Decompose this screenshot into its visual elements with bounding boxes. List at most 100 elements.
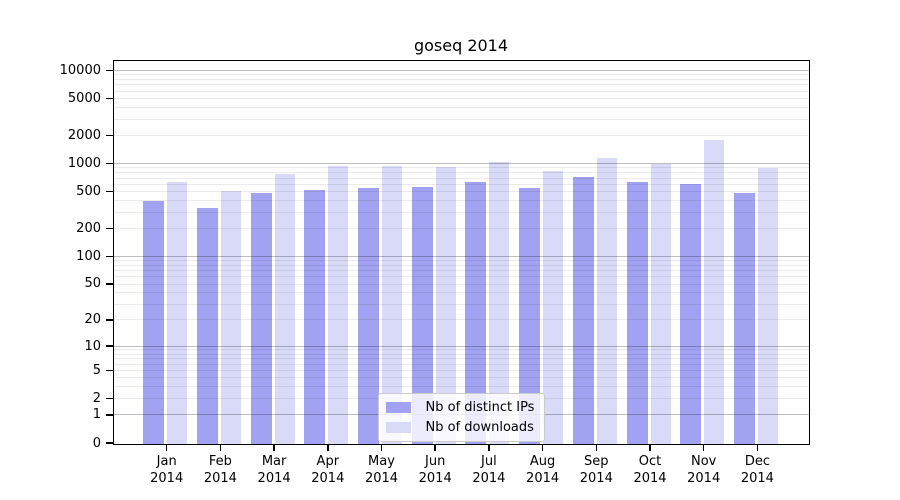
x-tick-month: Apr	[316, 454, 340, 469]
legend-label-downloads: Nb of downloads	[425, 420, 534, 435]
major-gridline	[113, 255, 809, 257]
y-tick-label: 2	[92, 391, 101, 407]
bar-downloads	[382, 165, 402, 444]
minor-gridline	[113, 276, 809, 278]
x-tick-month: Oct	[638, 454, 662, 469]
x-tick-mark	[380, 444, 383, 451]
y-tick-label: 5	[92, 363, 101, 379]
bar-distinct-ips	[304, 189, 326, 444]
bar-downloads	[167, 181, 188, 444]
y-tick-label: 1	[92, 407, 101, 423]
y-tick-mark	[105, 414, 113, 416]
bar-downloads	[596, 158, 617, 444]
x-tick-month: Jun	[425, 454, 446, 469]
bar-downloads	[328, 165, 349, 444]
x-tick-label: Oct 2014	[623, 453, 677, 487]
minor-gridline	[113, 358, 809, 360]
y-tick-mark	[105, 227, 113, 230]
y-tick-mark	[105, 283, 113, 285]
chart-title: goseq 2014	[413, 36, 509, 55]
bar-downloads	[489, 161, 510, 444]
minor-gridline	[113, 363, 809, 365]
bar-distinct-ips	[572, 176, 594, 444]
x-tick-month: Jul	[481, 454, 497, 469]
minor-gridline	[113, 172, 809, 174]
y-tick-label: 10000	[59, 63, 101, 79]
x-tick-label: Mar 2014	[247, 453, 301, 487]
legend-row-downloads: Nb of downloads	[385, 420, 535, 435]
minor-gridline	[113, 303, 809, 305]
bar-distinct-ips	[626, 181, 648, 444]
x-tick-label: Sep 2014	[569, 453, 623, 487]
x-tick-yearline: 2014	[418, 471, 452, 486]
bar-downloads	[543, 171, 564, 444]
x-tick-mark	[649, 444, 651, 451]
bar-downloads	[274, 173, 295, 444]
x-tick-mark	[595, 444, 598, 451]
legend: Nb of distinct IPs Nb of downloads	[377, 393, 546, 442]
bar-distinct-ips	[143, 201, 165, 444]
legend-row-distinct-ips: Nb of distinct IPs	[385, 400, 534, 415]
x-tick-yearline: 2014	[579, 471, 613, 486]
minor-gridline	[113, 98, 809, 100]
bar-downloads	[757, 167, 778, 444]
minor-gridline	[113, 386, 809, 388]
minor-gridline	[113, 264, 809, 266]
minor-gridline	[113, 118, 809, 120]
bar-distinct-ips	[465, 181, 487, 444]
x-tick-yearline: 2014	[257, 471, 291, 486]
minor-gridline	[113, 79, 809, 81]
x-tick-yearline: 2014	[364, 471, 399, 486]
x-tick-label: Jul 2014	[462, 453, 516, 487]
x-tick-label: Nov 2014	[677, 453, 731, 487]
x-tick-mark	[488, 444, 490, 451]
minor-gridline	[113, 349, 809, 351]
y-tick-mark	[105, 190, 113, 193]
minor-gridline	[113, 135, 809, 137]
minor-gridline	[113, 211, 809, 213]
y-tick-label: 100	[76, 248, 101, 264]
y-tick-label: 10	[84, 338, 101, 354]
x-tick-yearline: 2014	[472, 471, 506, 486]
minor-gridline	[113, 377, 809, 379]
x-tick-month: Dec	[744, 454, 770, 469]
x-tick-label: Aug 2014	[516, 453, 570, 487]
bar-distinct-ips	[196, 208, 218, 444]
bar-distinct-ips	[250, 192, 272, 444]
major-gridline	[113, 345, 809, 347]
x-tick-month: May	[368, 454, 395, 469]
y-tick-label: 20	[84, 312, 101, 328]
major-gridline	[113, 70, 809, 72]
y-tick-mark	[105, 255, 113, 258]
bar-distinct-ips	[411, 186, 433, 444]
x-tick-month: Mar	[261, 454, 287, 469]
minor-gridline	[113, 177, 809, 179]
minor-gridline	[113, 191, 809, 193]
bar-downloads	[435, 167, 456, 444]
x-tick-mark	[702, 444, 705, 451]
y-tick-label: 50	[84, 276, 101, 292]
bar-distinct-ips	[680, 184, 702, 444]
x-tick-month: Nov	[691, 454, 717, 469]
x-tick-month: Aug	[529, 454, 556, 469]
y-tick-mark	[105, 69, 113, 72]
x-tick-label: Dec 2014	[730, 453, 784, 487]
minor-gridline	[113, 74, 809, 76]
x-tick-mark	[541, 444, 544, 451]
x-tick-mark	[273, 444, 275, 451]
y-tick-mark	[105, 397, 113, 400]
y-tick-mark	[105, 442, 113, 444]
minor-gridline	[113, 200, 809, 202]
x-tick-month: Sep	[584, 454, 609, 469]
x-tick-label: Jan 2014	[140, 453, 194, 487]
x-tick-yearline: 2014	[633, 471, 667, 486]
x-tick-yearline: 2014	[687, 471, 721, 486]
x-tick-label: Feb 2014	[193, 453, 247, 487]
plot-area: Nb of distinct IPs Nb of downloads	[112, 60, 810, 445]
minor-gridline	[113, 260, 809, 262]
bar-downloads	[704, 140, 725, 444]
x-tick-mark	[165, 444, 168, 451]
y-tick-label: 200	[76, 221, 101, 237]
legend-swatch-distinct-ips	[385, 402, 411, 413]
